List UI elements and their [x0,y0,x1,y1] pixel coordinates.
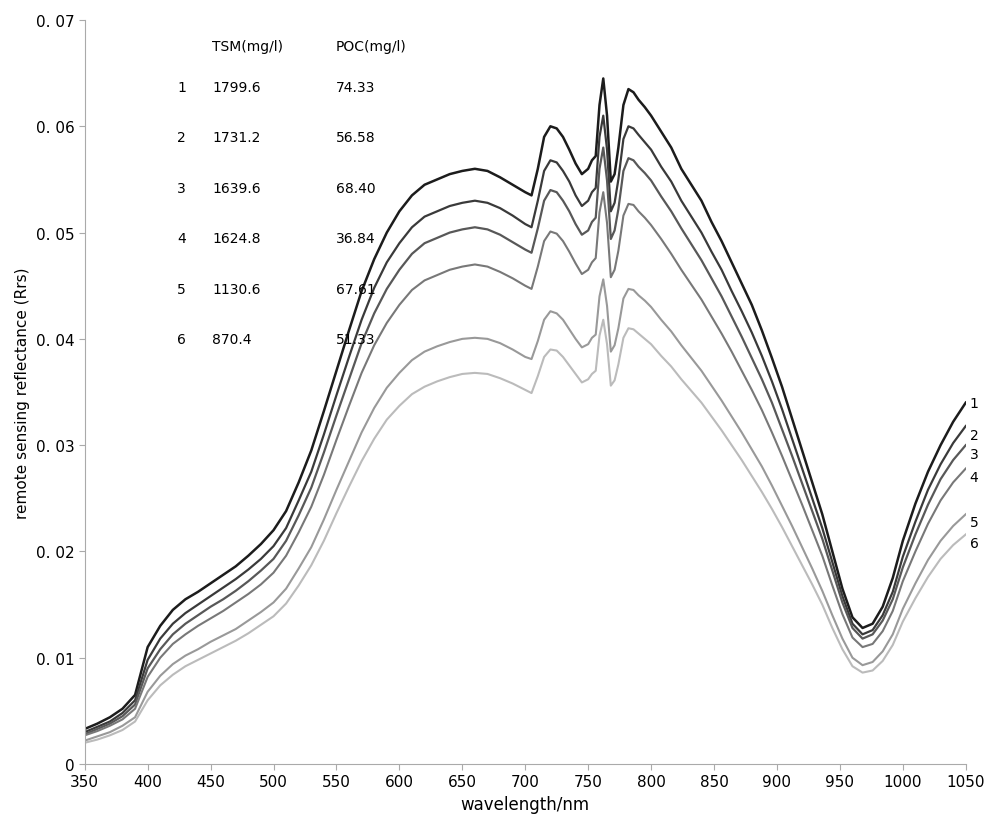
Text: 1639.6: 1639.6 [212,181,261,195]
Text: 1: 1 [970,396,978,410]
Text: 68.40: 68.40 [336,181,375,195]
Text: 3: 3 [970,447,978,461]
Text: 1731.2: 1731.2 [212,131,261,145]
Text: 74.33: 74.33 [336,80,375,94]
Text: 4: 4 [177,232,186,246]
Text: 1799.6: 1799.6 [212,80,261,94]
Y-axis label: remote sensing reflectance (Rrs): remote sensing reflectance (Rrs) [15,267,30,518]
Text: 36.84: 36.84 [336,232,375,246]
X-axis label: wavelength/nm: wavelength/nm [461,795,590,813]
Text: 56.58: 56.58 [336,131,375,145]
Text: 6: 6 [177,333,186,347]
Text: 3: 3 [177,181,186,195]
Text: 2: 2 [177,131,186,145]
Text: 5: 5 [177,282,186,296]
Text: POC(mg/l): POC(mg/l) [336,40,407,54]
Text: 67.61: 67.61 [336,282,376,296]
Text: 4: 4 [970,470,978,484]
Text: 1: 1 [177,80,186,94]
Text: 1130.6: 1130.6 [212,282,261,296]
Text: 870.4: 870.4 [212,333,252,347]
Text: 5: 5 [970,515,978,529]
Text: 2: 2 [970,428,978,442]
Text: 6: 6 [970,537,978,551]
Text: 51.33: 51.33 [336,333,375,347]
Text: 1624.8: 1624.8 [212,232,261,246]
Text: TSM(mg/l): TSM(mg/l) [212,40,283,54]
